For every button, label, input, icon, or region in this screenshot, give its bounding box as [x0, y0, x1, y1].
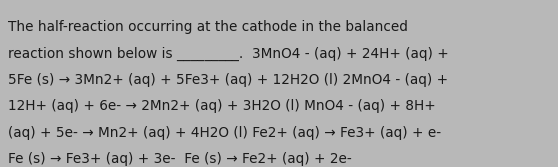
Text: (aq) + 5e- → Mn2+ (aq) + 4H2O (l) Fe2+ (aq) → Fe3+ (aq) + e-: (aq) + 5e- → Mn2+ (aq) + 4H2O (l) Fe2+ (… — [8, 126, 441, 140]
Text: 12H+ (aq) + 6e- → 2Mn2+ (aq) + 3H2O (l) MnO4 - (aq) + 8H+: 12H+ (aq) + 6e- → 2Mn2+ (aq) + 3H2O (l) … — [8, 99, 436, 113]
Text: Fe (s) → Fe3+ (aq) + 3e-  Fe (s) → Fe2+ (aq) + 2e-: Fe (s) → Fe3+ (aq) + 3e- Fe (s) → Fe2+ (… — [8, 152, 352, 166]
Text: The half-reaction occurring at the cathode in the balanced: The half-reaction occurring at the catho… — [8, 20, 408, 34]
Text: 5Fe (s) → 3Mn2+ (aq) + 5Fe3+ (aq) + 12H2O (l) 2MnO4 - (aq) +: 5Fe (s) → 3Mn2+ (aq) + 5Fe3+ (aq) + 12H2… — [8, 73, 449, 87]
Text: reaction shown below is _________.  3MnO4 - (aq) + 24H+ (aq) +: reaction shown below is _________. 3MnO4… — [8, 46, 449, 61]
